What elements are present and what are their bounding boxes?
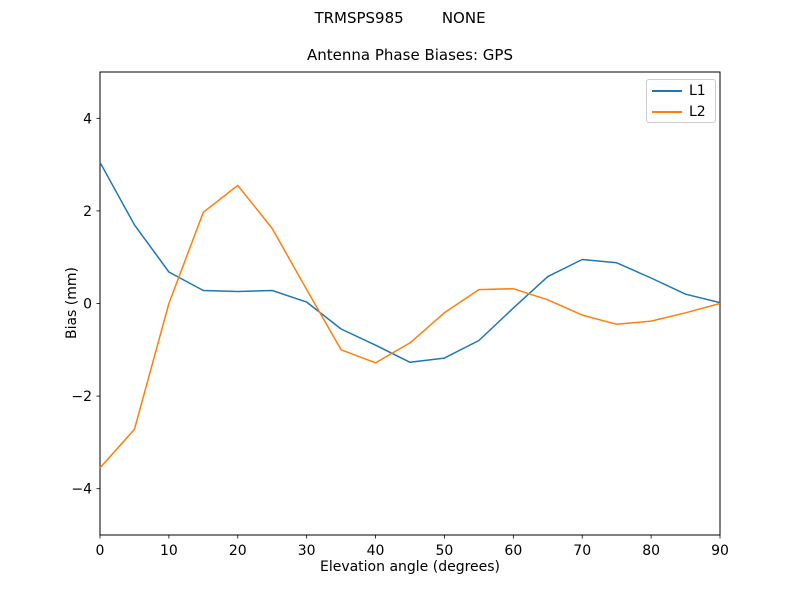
figure-suptitle: TRMSPS985 NONE <box>314 9 486 27</box>
legend-item-l2: L2 <box>647 101 715 122</box>
legend-item-l1: L1 <box>647 80 715 101</box>
x-tick-label: 0 <box>96 543 105 559</box>
legend-line-swatch-l1 <box>652 89 682 92</box>
x-tick-label: 50 <box>436 543 454 559</box>
chart-title: Antenna Phase Biases: GPS <box>307 46 513 64</box>
y-tick-label: 4 <box>83 111 92 127</box>
x-tick-label: 40 <box>367 543 385 559</box>
x-tick-label: 80 <box>642 543 660 559</box>
legend: L1 L2 <box>646 79 716 123</box>
y-tick-label: 0 <box>83 297 92 313</box>
y-axis-label: Bias (mm) <box>64 266 80 340</box>
x-tick-label: 60 <box>504 543 522 559</box>
x-axis-label: Elevation angle (degrees) <box>319 559 501 575</box>
x-tick-label: 20 <box>229 543 247 559</box>
legend-label-l1: L1 <box>689 82 706 99</box>
legend-line-swatch-l2 <box>652 110 682 113</box>
y-tick-label: −2 <box>71 389 92 405</box>
x-tick-label: 90 <box>711 543 729 559</box>
line-l1 <box>99 161 721 364</box>
x-tick-label: 70 <box>573 543 591 559</box>
y-tick-label: −4 <box>71 482 92 498</box>
line-l2 <box>99 184 721 469</box>
y-tick-label: 2 <box>83 204 92 220</box>
x-tick-label: 30 <box>298 543 316 559</box>
axes-frame <box>99 71 721 536</box>
legend-label-l2: L2 <box>689 103 706 120</box>
x-tick-label: 10 <box>160 543 178 559</box>
